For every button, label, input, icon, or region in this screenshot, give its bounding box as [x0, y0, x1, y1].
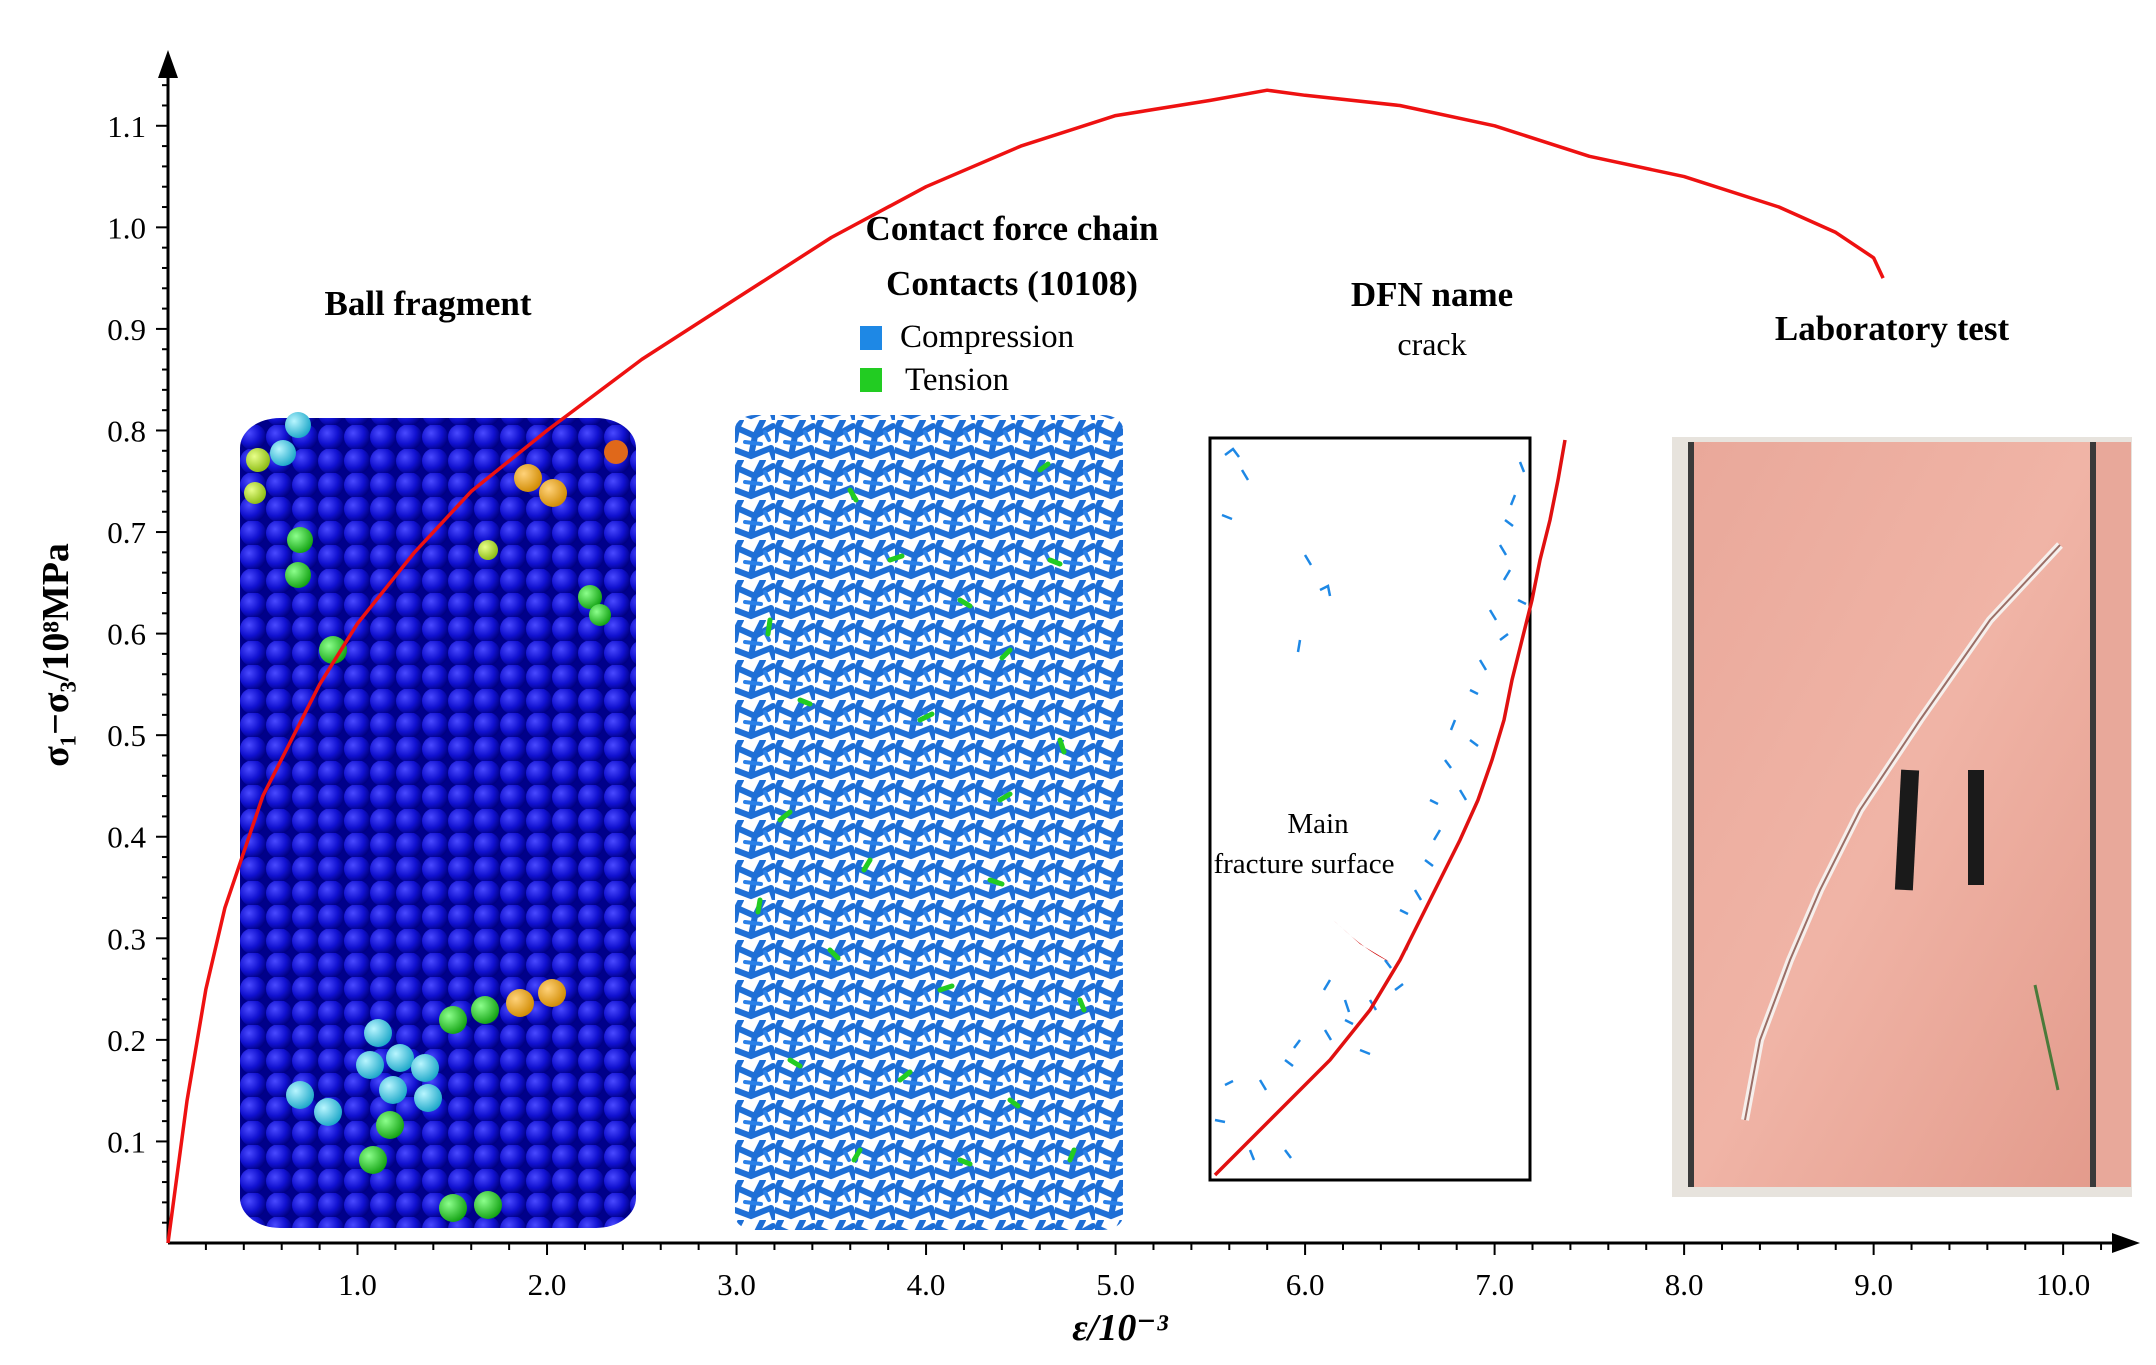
- y-tick-label: 0.6: [107, 617, 146, 652]
- contact-chain-cylinder: [735, 415, 1123, 1230]
- y-axis-label: σ₁−σ₃/10⁸MPa: [35, 543, 77, 767]
- strain-gauge-2: [1968, 770, 1984, 885]
- y-tick-label: 0.1: [107, 1124, 146, 1159]
- colored-balls: [244, 412, 628, 1222]
- contact-force-panel: Contact force chain Contacts (10108) Com…: [735, 209, 1158, 1230]
- x-tick-label: 4.0: [907, 1267, 946, 1302]
- series-layer: [166, 88, 1885, 1244]
- x-tick-label: 7.0: [1475, 1267, 1514, 1302]
- dfn-cracks: [1214, 447, 1527, 1161]
- x-ticks: 1.0 2.0 3.0 4.0 5.0 6.0 7.0 8.0 9.0 10.0: [204, 1243, 2103, 1302]
- legend-swatch-compression: [860, 326, 882, 350]
- contact-title-1: Contact force chain: [866, 209, 1159, 248]
- x-axis-label: ε/10⁻³: [1072, 1307, 1168, 1349]
- main-fracture-line: [1213, 439, 1567, 1177]
- y-ticks: 0.1 0.2 0.3 0.4 0.5 0.6 0.7 0.8 0.9 1.0 1.1: [107, 84, 168, 1224]
- dfn-title: DFN name: [1351, 275, 1513, 314]
- x-tick-label: 5.0: [1096, 1267, 1135, 1302]
- ball-fragment-panel: Ball fragment: [240, 284, 636, 1228]
- x-tick-label: 2.0: [528, 1267, 567, 1302]
- y-tick-label: 0.2: [107, 1023, 146, 1058]
- dfn-panel: DFN name crack Main fracture surface: [1208, 275, 1567, 1182]
- contact-title-2: Contacts (10108): [886, 264, 1138, 303]
- stress-strain-curve: [166, 88, 1885, 1244]
- y-tick-label: 1.1: [107, 109, 146, 144]
- lab-test-title: Laboratory test: [1775, 309, 2010, 348]
- legend-swatch-tension: [860, 368, 882, 392]
- ball-cylinder: [240, 418, 636, 1228]
- x-tick-label: 8.0: [1665, 1267, 1704, 1302]
- lab-test-panel: Laboratory test: [1672, 309, 2132, 1197]
- y-tick-label: 0.7: [107, 515, 146, 550]
- fracture-annotation-1: Main: [1287, 808, 1349, 840]
- y-tick-label: 1.0: [107, 210, 146, 245]
- x-tick-label: 6.0: [1286, 1267, 1325, 1302]
- dfn-subtitle: crack: [1397, 326, 1466, 362]
- y-tick-label: 0.5: [107, 718, 146, 753]
- y-axis-arrow: [158, 50, 178, 78]
- y-tick-label: 0.3: [107, 921, 146, 956]
- axes: 1.0 2.0 3.0 4.0 5.0 6.0 7.0 8.0 9.0 10.0 0.10.20.…: [35, 50, 2140, 1349]
- fracture-annotation-2: fracture surface: [1213, 848, 1394, 880]
- y-tick-label: 0.9: [107, 312, 146, 347]
- legend-label-tension: Tension: [905, 362, 1009, 398]
- legend-label-compression: Compression: [900, 319, 1074, 355]
- x-tick-label: 1.0: [338, 1267, 377, 1302]
- y-tick-label: 0.4: [107, 820, 146, 855]
- tension-contacts: [755, 461, 1087, 1167]
- x-tick-label: 9.0: [1854, 1267, 1893, 1302]
- x-tick-label: 10.0: [2036, 1267, 2090, 1302]
- x-tick-label: 3.0: [717, 1267, 756, 1302]
- strain-gauge-1: [1894, 769, 1920, 891]
- ball-fragment-title: Ball fragment: [324, 284, 531, 323]
- x-axis-arrow: [2112, 1233, 2140, 1253]
- y-tick-label: 0.8: [107, 413, 146, 448]
- dfn-box: [1208, 436, 1532, 1182]
